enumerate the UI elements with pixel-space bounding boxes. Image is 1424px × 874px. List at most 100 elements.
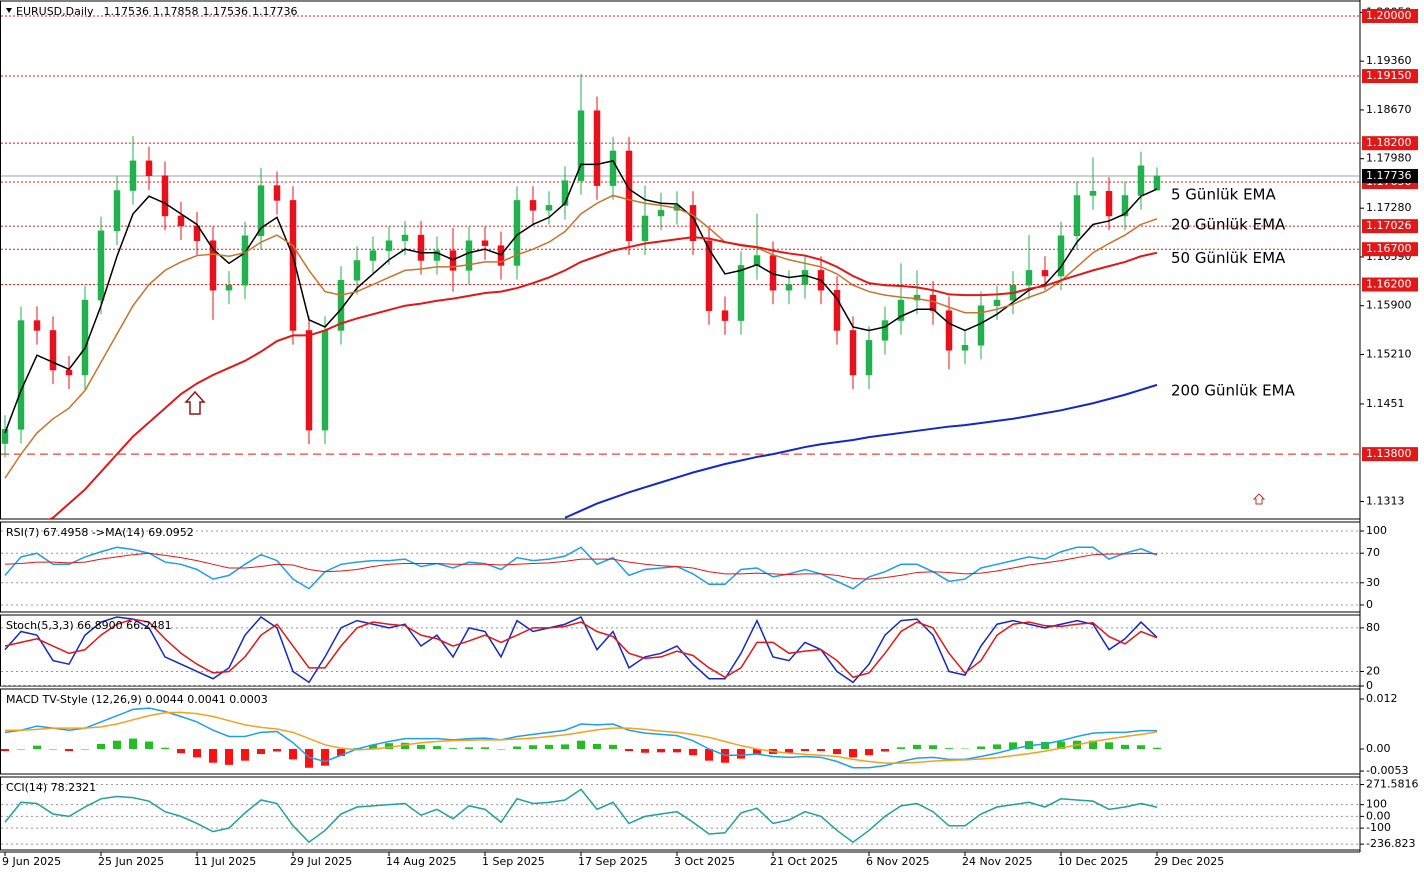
candle-body	[1121, 195, 1129, 217]
y-tick-label: 0	[1366, 679, 1373, 692]
candle-body	[273, 185, 281, 201]
histogram-bar	[193, 749, 201, 758]
y-tick-label: 1.18670	[1366, 103, 1412, 116]
candle-body	[1089, 190, 1097, 196]
indicator-line	[4, 788, 1158, 844]
histogram-bar	[481, 747, 489, 749]
candle-body	[833, 289, 841, 331]
histogram-bar	[753, 749, 761, 754]
histogram-bar	[321, 749, 329, 766]
candle-body	[193, 225, 201, 241]
candle-body	[529, 200, 537, 211]
histogram-bar	[945, 748, 953, 749]
histogram-bar	[161, 747, 169, 749]
histogram-bar	[385, 743, 393, 749]
histogram-bar	[257, 749, 265, 754]
histogram-bar	[433, 746, 441, 749]
y-tick-label: 100	[1366, 798, 1387, 811]
histogram-bar	[1105, 742, 1113, 749]
indicator-line	[4, 159, 1158, 434]
panel-frame	[0, 776, 1361, 851]
indicator-line	[47, 236, 1158, 519]
y-tick-label: 1.17980	[1366, 152, 1412, 165]
candle-body	[1137, 165, 1145, 196]
indicator-line	[5, 711, 1158, 764]
menu-triangle	[6, 8, 12, 13]
y-tick-label: -0.0053	[1366, 764, 1408, 777]
candle-body	[417, 234, 425, 261]
level-label-box	[1362, 69, 1418, 84]
y-tick-label: 30	[1366, 576, 1380, 589]
histogram-bar	[513, 746, 521, 749]
candle-body	[385, 240, 393, 251]
histogram-bar	[225, 749, 233, 765]
x-tick-label: 14 Aug 2025	[386, 855, 456, 868]
histogram-bar	[817, 749, 825, 752]
candle-body	[945, 310, 953, 351]
candle-body	[145, 160, 153, 176]
histogram-bar	[97, 744, 105, 749]
candle-body	[129, 160, 137, 191]
x-tick-label: 10 Dec 2025	[1058, 855, 1128, 868]
candle-body	[657, 210, 665, 217]
panel-title: RSI(7) 67.4958 ->MA(14) 69.0952	[6, 526, 194, 539]
histogram-bar	[737, 749, 745, 759]
histogram-bar	[129, 738, 137, 749]
x-tick-label: 1 Sep 2025	[482, 855, 545, 868]
candle-body	[433, 250, 441, 261]
histogram-bar	[673, 749, 681, 753]
histogram-bar	[1153, 747, 1161, 749]
histogram-bar	[833, 749, 841, 754]
y-tick-label: -100	[1366, 821, 1391, 834]
candle-body	[481, 240, 489, 246]
candle-body	[721, 310, 729, 321]
candle-body	[1025, 270, 1033, 286]
candle-body	[737, 265, 745, 321]
indicator-line	[4, 194, 1158, 479]
histogram-bar	[1009, 742, 1017, 749]
candle-body	[209, 240, 217, 291]
level-label-box	[1362, 136, 1418, 151]
histogram-bar	[577, 740, 585, 749]
y-tick-label: 271.5816	[1366, 778, 1419, 791]
panel-title: Stoch(5,3,3) 66.8900 66.2481	[6, 619, 172, 632]
x-tick-label: 11 Jul 2025	[194, 855, 256, 868]
candle-body	[1153, 175, 1161, 191]
plot-area	[1, 615, 1359, 686]
ohlc-value: 1.17736	[252, 5, 298, 18]
x-tick-label: 9 Jun 2025	[2, 855, 61, 868]
ohlc-value: 1.17536	[202, 5, 248, 18]
histogram-bar	[145, 741, 153, 749]
x-tick-label: 24 Nov 2025	[962, 855, 1032, 868]
candle-body	[801, 270, 809, 285]
title-text: MACD TV-Style (12,26,9) 0.0044 0.0041 0.…	[6, 693, 268, 706]
level-label: 1.13800	[1366, 447, 1412, 460]
candle-body	[545, 205, 553, 211]
candle-body	[1, 429, 9, 444]
y-tick-label: 20	[1366, 664, 1380, 677]
level-label: 1.16200	[1366, 278, 1412, 291]
arrow-icon	[1252, 493, 1266, 505]
histogram-bar	[497, 749, 505, 750]
y-tick-label: 1.15900	[1366, 299, 1412, 312]
panel-title: CCI(14) 78.2321	[6, 781, 96, 794]
candle-body	[641, 215, 649, 241]
y-tick-label: 0	[1366, 598, 1373, 611]
histogram-bar	[705, 749, 713, 761]
histogram-bar	[689, 749, 697, 756]
indicator-line	[4, 552, 1158, 580]
histogram-bar	[369, 744, 377, 749]
histogram-bar	[1089, 740, 1097, 749]
histogram-bar	[609, 744, 617, 749]
histogram-bar	[1121, 744, 1129, 749]
candle-body	[17, 320, 25, 430]
candle-body	[897, 299, 905, 321]
candle-body	[241, 235, 249, 286]
histogram-bar	[545, 744, 553, 749]
y-tick-label: 0.00	[1366, 809, 1391, 822]
y-tick-label: 0.00	[1366, 742, 1391, 755]
level-label: 1.19150	[1366, 69, 1412, 82]
y-tick-label: 1.19360	[1366, 54, 1412, 67]
candle-body	[353, 260, 361, 281]
